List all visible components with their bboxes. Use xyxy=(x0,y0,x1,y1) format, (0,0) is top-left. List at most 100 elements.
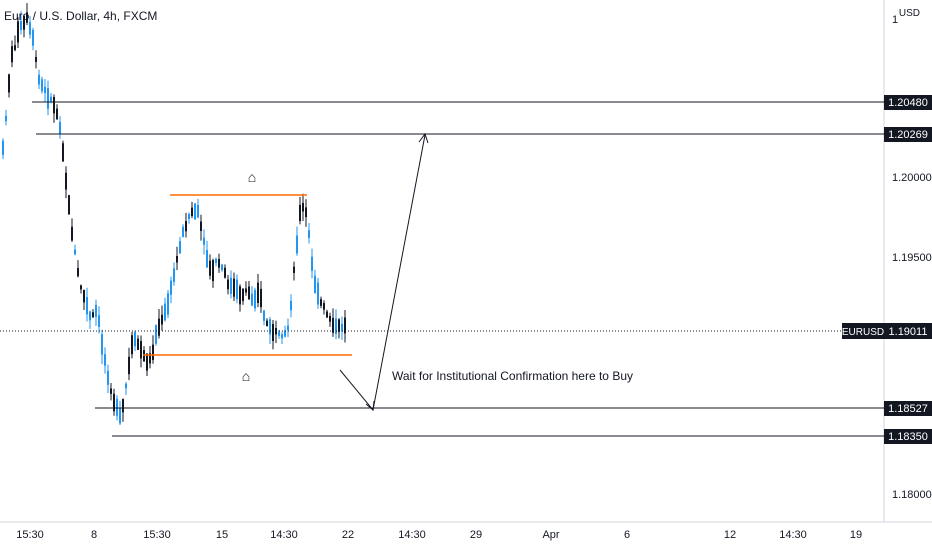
time-label: 6 xyxy=(624,529,630,541)
time-label: 19 xyxy=(850,529,862,541)
candle-body xyxy=(164,303,166,321)
candle-body xyxy=(311,256,313,271)
candle-body xyxy=(89,311,91,321)
candlestick-series xyxy=(2,3,346,426)
level-label-2: 1.20269 xyxy=(884,127,932,142)
candle-body xyxy=(344,317,346,334)
candle-body xyxy=(5,115,7,122)
candle-body xyxy=(335,318,337,334)
candle-body xyxy=(287,325,289,331)
time-label: 14:30 xyxy=(398,529,426,541)
candle-body xyxy=(83,289,85,303)
candle-body xyxy=(188,213,190,219)
candle-body xyxy=(125,383,127,389)
time-label: 22 xyxy=(342,529,354,541)
price-tick-1: 1.20000 xyxy=(892,172,932,184)
candle-body xyxy=(134,332,136,347)
candle-body xyxy=(302,202,304,212)
candle-body xyxy=(185,221,187,232)
candle-body xyxy=(140,341,142,359)
candle-body xyxy=(200,221,202,232)
candle-body xyxy=(296,235,298,254)
candle-body xyxy=(26,12,28,23)
candle-body xyxy=(143,350,145,362)
time-label: 14:30 xyxy=(779,529,807,541)
candle-body xyxy=(53,97,55,114)
time-label: 29 xyxy=(470,529,482,541)
candle-body xyxy=(182,226,184,237)
candle-body xyxy=(197,205,199,218)
candle-body xyxy=(248,286,250,300)
candle-body xyxy=(173,268,175,282)
candle-body xyxy=(341,323,343,332)
candle-body xyxy=(146,353,148,371)
candle-body xyxy=(116,398,118,416)
candle-body xyxy=(257,282,259,303)
candle-body xyxy=(206,249,208,268)
level-label-4: 1.18350 xyxy=(884,429,932,444)
candle-body xyxy=(224,267,226,278)
time-label: 8 xyxy=(91,529,97,541)
candle-body xyxy=(284,330,286,337)
candle-body xyxy=(293,266,295,273)
price-tick-2: 1.19500 xyxy=(892,252,932,264)
arrow-head-top xyxy=(418,132,429,144)
annotation-text[interactable]: Wait for Institutional Confirmation here… xyxy=(392,369,633,383)
level-label-1: 1.20480 xyxy=(884,95,932,110)
candle-body xyxy=(14,45,16,51)
svg-text:1.18350: 1.18350 xyxy=(888,431,928,443)
candle-body xyxy=(62,143,64,162)
candle-body xyxy=(149,353,151,364)
candle-body xyxy=(107,371,109,385)
candle-body xyxy=(305,207,307,218)
candle-body xyxy=(329,316,331,322)
candle-body xyxy=(233,278,235,297)
candle-body xyxy=(242,288,244,301)
candle-body xyxy=(212,260,214,282)
candle-body xyxy=(110,388,112,394)
svg-text:1.19011: 1.19011 xyxy=(889,326,928,338)
candle-body xyxy=(236,279,238,300)
candle-body xyxy=(56,108,58,120)
candle-body xyxy=(194,203,196,220)
candle-body xyxy=(86,297,88,315)
candle-body xyxy=(98,315,100,327)
svg-text:1.20480: 1.20480 xyxy=(888,97,928,109)
candle-body xyxy=(269,319,271,335)
candle-body xyxy=(152,344,154,360)
candle-body xyxy=(80,285,82,290)
candle-body xyxy=(158,318,160,336)
candle-body xyxy=(323,303,325,310)
candle-body xyxy=(17,21,19,43)
candle-body xyxy=(308,230,310,238)
currency-label: USD xyxy=(898,8,920,19)
candle-body xyxy=(101,334,103,355)
symbol-legend[interactable]: Euro / U.S. Dollar, 4h, FXCM xyxy=(4,9,158,23)
candle-body xyxy=(170,280,172,295)
price-tick-top: 1 xyxy=(892,14,898,26)
candle-body xyxy=(254,290,256,309)
candle-body xyxy=(272,323,274,341)
candle-body xyxy=(155,325,157,344)
candle-body xyxy=(77,268,79,277)
candle-body xyxy=(119,407,121,424)
candle-body xyxy=(245,288,247,293)
candle-body xyxy=(191,207,193,216)
candle-body xyxy=(209,260,211,276)
candle-body xyxy=(281,334,283,339)
candle-body xyxy=(128,356,130,375)
candle-body xyxy=(20,20,22,31)
candle-body xyxy=(68,195,70,215)
candle-body xyxy=(203,237,205,245)
candle-body xyxy=(239,286,241,305)
candle-body xyxy=(179,241,181,254)
time-axis: 15:30 8 15:30 15 14:30 22 14:30 29 Apr 6… xyxy=(16,529,862,541)
candle-body xyxy=(44,86,46,94)
candle-body xyxy=(227,279,229,290)
candle-body xyxy=(122,398,124,413)
candle-body xyxy=(263,310,265,321)
candle-body xyxy=(59,121,61,135)
candle-body xyxy=(161,314,163,325)
candle-body xyxy=(104,354,106,366)
